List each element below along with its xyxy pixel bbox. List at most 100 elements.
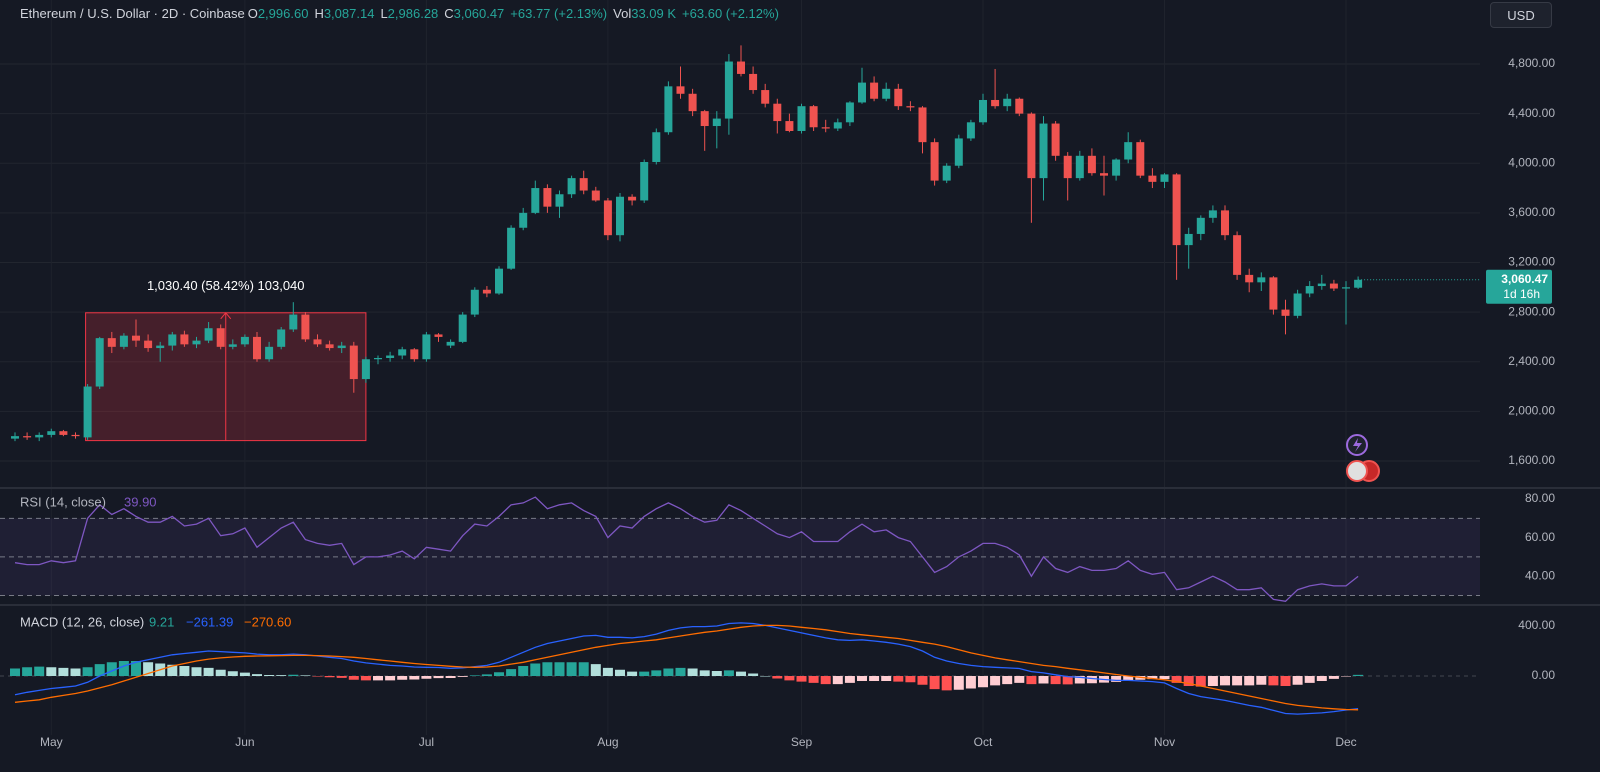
symbol-title: Ethereum / U.S. Dollar · 2D · Coinbase [20,6,245,21]
candle-body [882,88,891,99]
histogram-bar [627,671,638,676]
histogram-bar [264,675,275,676]
x-tick-label: Jun [235,735,254,749]
change: +63.77 (+2.13%) [510,6,608,21]
candle-body [1087,155,1096,174]
histogram-bar [1256,676,1267,685]
candle-body [954,138,963,166]
macd-value: −261.39 [186,614,233,629]
candle-body [652,132,661,163]
candle-body [555,194,564,207]
candle-body [446,341,455,346]
candle-body [192,340,201,345]
histogram-bar [373,676,383,681]
candle-body [434,334,443,337]
y-tick-label: 40.00 [1525,568,1555,582]
histogram-bar [252,674,262,676]
histogram-bar [1183,676,1194,686]
histogram-bar [905,676,916,683]
y-tick-label: 2,800.00 [1508,304,1555,318]
candle-body [797,106,806,131]
candle-body [228,344,237,347]
candle-body [1148,175,1157,182]
candle-body [1172,174,1181,246]
event-icon[interactable] [1346,460,1368,482]
ohlc-value: 2,996.60 [257,6,309,21]
histogram-bar [590,664,601,676]
ohlc-key: H [314,6,324,21]
histogram-bar [978,676,988,688]
candle-body [216,328,225,347]
histogram-bar [433,676,444,679]
histogram-bar [481,674,492,676]
event-icon-glyph [1353,438,1362,452]
candle-body [83,386,92,438]
candle-body [918,107,927,143]
currency-button[interactable]: USD [1490,2,1552,28]
event-icons [1346,434,1380,482]
histogram-bar [348,676,359,680]
y-tick-label: 4,000.00 [1508,155,1555,169]
macd-line [14,622,1359,715]
candle-body [1221,210,1229,236]
candle-body [11,436,19,439]
histogram-bar [1123,676,1134,681]
candle-body [603,200,612,236]
histogram-bar [1328,676,1339,679]
histogram-bar [276,675,287,676]
histogram-bar [1171,676,1182,683]
candle-body [180,334,189,345]
histogram-bar [385,676,396,681]
candle-body [616,196,624,236]
histogram-bar [312,676,323,677]
histogram-bar [1232,676,1243,686]
candle-body [567,178,576,195]
candle-body [168,334,177,346]
candle-body [35,434,44,438]
candle-body [301,314,310,340]
histogram-bar [1002,676,1013,685]
histogram-bar [687,668,698,676]
histogram-bar [893,676,904,682]
histogram-bar [215,669,226,676]
histogram-bar [554,662,565,676]
histogram-bar [651,670,662,676]
candle-body [1124,142,1133,160]
x-tick-label: Dec [1335,735,1356,749]
candle-body [1160,174,1169,182]
candle-body [95,338,104,387]
histogram-bar [421,676,432,679]
candle-body [277,329,286,347]
candle-body [845,102,854,123]
histogram-bar [1086,676,1097,684]
candle-body [1293,293,1302,316]
candle-body [240,336,249,345]
histogram-bar [542,662,553,676]
histogram-bar [227,671,238,676]
candle-body [1063,155,1072,179]
histogram-bar [1111,676,1122,682]
histogram-bar [566,662,577,676]
histogram-bar [869,676,880,681]
last-price-tag [1486,269,1552,304]
y-tick-label: 3,200.00 [1508,255,1555,269]
histogram-bar [953,676,964,690]
candle-body [325,344,334,349]
candle-body [313,339,322,345]
candle-body [1196,217,1205,234]
candle-body [349,345,358,380]
histogram-bar [941,676,952,691]
histogram-bar [736,671,746,676]
histogram-bar [917,676,928,685]
histogram-bar [1353,674,1364,676]
candle-body [337,345,346,349]
candle-body [458,314,467,342]
histogram-bar [1195,676,1206,687]
candle-body [71,434,80,437]
histogram-bar [203,667,214,676]
histogram-bar [506,669,517,676]
candle-body [253,336,261,360]
candle-body [870,82,879,99]
histogram-bar [336,676,347,678]
